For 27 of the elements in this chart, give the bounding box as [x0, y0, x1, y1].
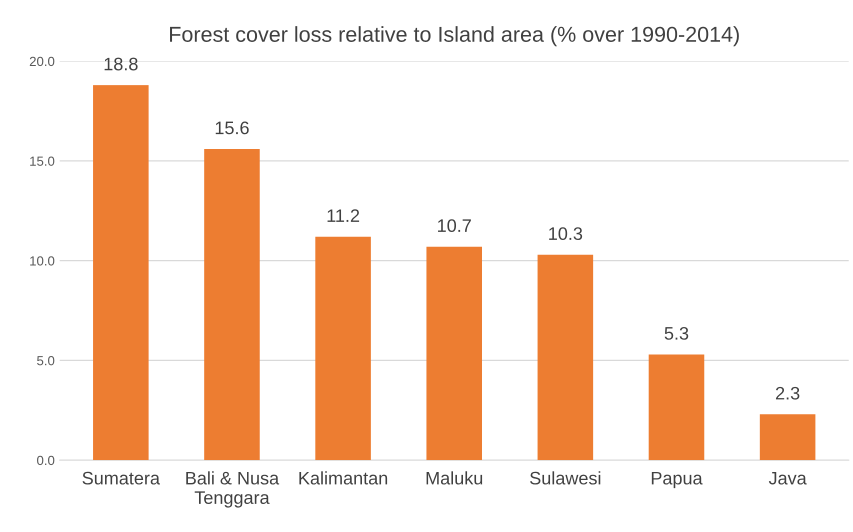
data-label: 5.3 [664, 326, 688, 340]
bar [204, 148, 260, 460]
bar [648, 354, 704, 460]
x-tick-label: Kalimantan [299, 471, 388, 485]
chart-title: Forest cover loss relative to Island area (% over 1990-2014) [170, 26, 739, 46]
data-label: 10.7 [438, 219, 471, 232]
data-label: 15.6 [216, 121, 249, 134]
bar [538, 254, 594, 460]
y-tick-label: 15.0 [30, 156, 54, 166]
data-label: 10.3 [549, 227, 582, 240]
x-tick-label: Maluku [426, 471, 482, 485]
bar [426, 246, 482, 460]
y-tick-label: 0.0 [37, 456, 54, 466]
x-tick-label: Bali & Nusa Tenggara [186, 471, 280, 508]
y-tick-label: 5.0 [37, 356, 54, 366]
x-tick-label: Papua [652, 472, 703, 488]
bar [93, 85, 149, 460]
x-tick-label: Sulawesi [530, 471, 600, 485]
bar [760, 414, 816, 460]
x-tick-label: Java [768, 472, 807, 485]
x-tick-label: Sumatera [82, 472, 160, 485]
data-label: 18.8 [104, 58, 138, 70]
data-label: 2.3 [776, 386, 800, 400]
bar [315, 236, 371, 460]
data-label: 11.2 [328, 209, 360, 222]
y-tick-label: 10.0 [30, 256, 54, 266]
y-tick-label: 20.0 [30, 56, 54, 66]
